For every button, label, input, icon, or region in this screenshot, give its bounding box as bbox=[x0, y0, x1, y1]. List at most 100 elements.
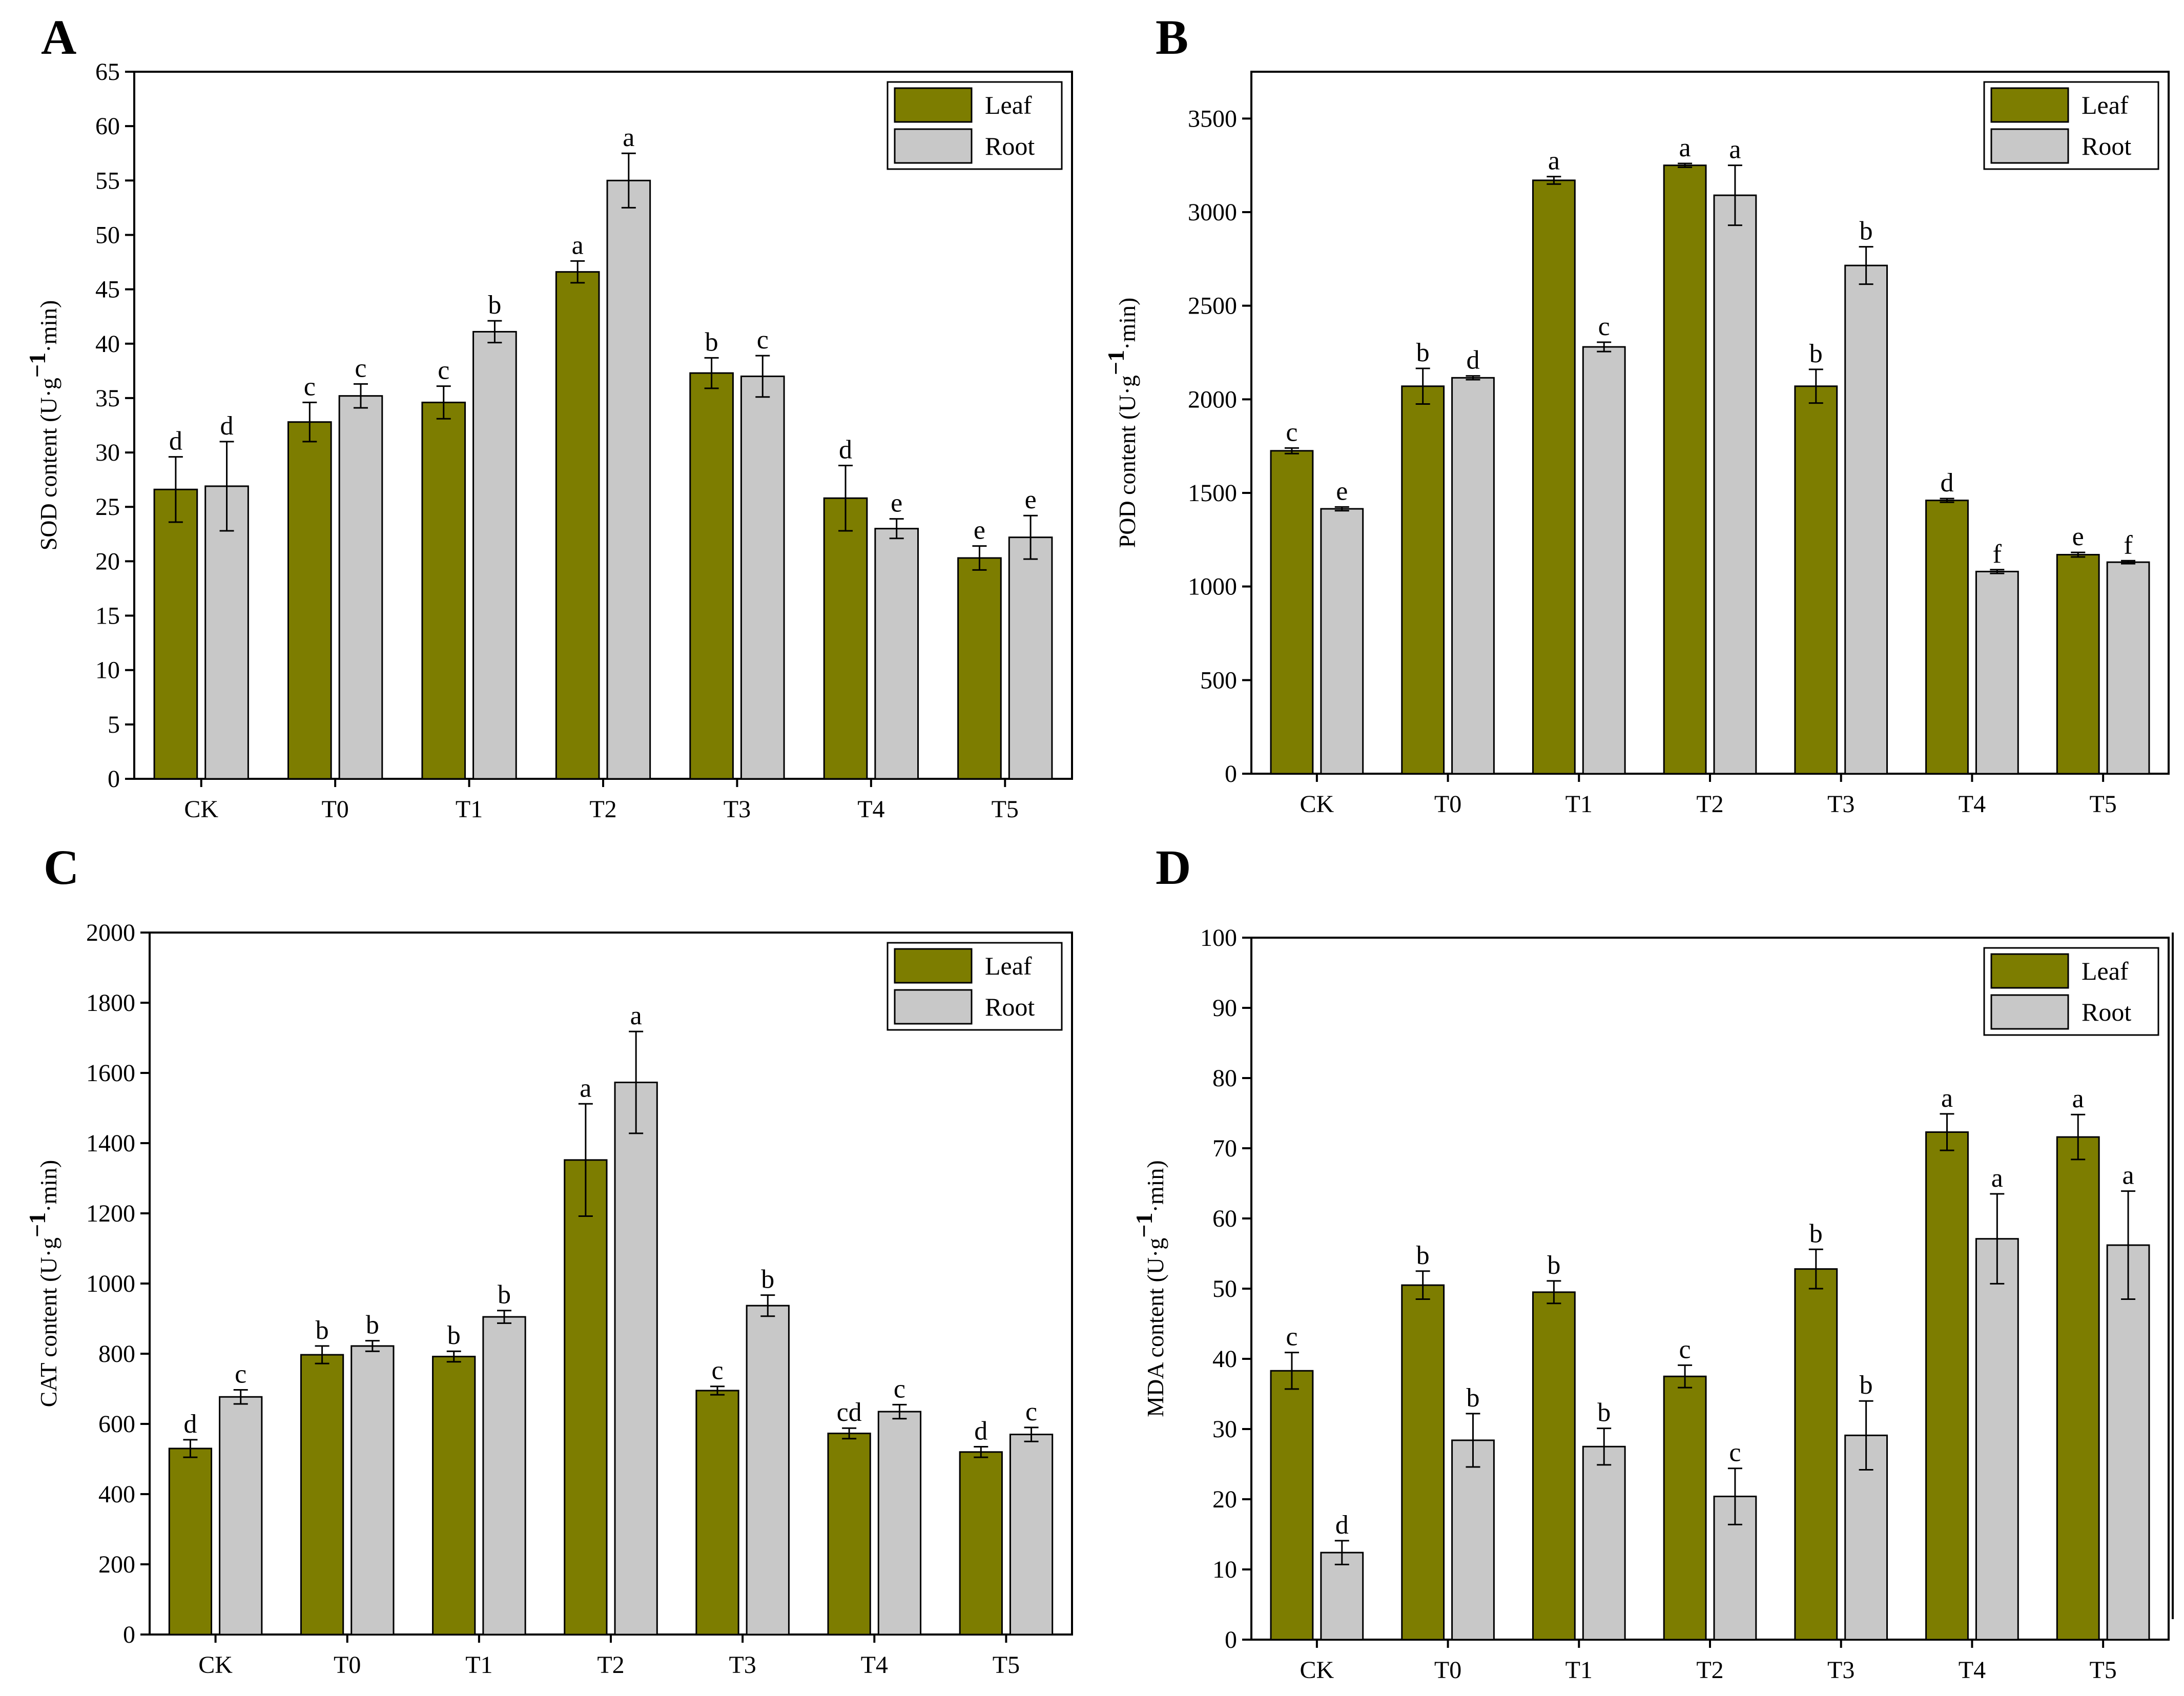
panel-d-y-tick-label: 100 bbox=[1200, 924, 1237, 952]
panel-b-y-tick-label: 3500 bbox=[1188, 105, 1237, 132]
panel-a-sig-letter: b bbox=[488, 291, 501, 320]
panel-c-y-axis-title-main: CAT content (U·g bbox=[35, 1237, 61, 1407]
panel-a-bar-leaf bbox=[153, 488, 198, 780]
panel-d-y-tick-label: 60 bbox=[1212, 1205, 1237, 1232]
panel-b-sig-letter: b bbox=[1416, 338, 1430, 367]
panel-c-sig-letter: cd bbox=[837, 1398, 862, 1427]
panel-d-bar-root bbox=[1451, 1439, 1495, 1641]
panel-a-y-tick-label: 55 bbox=[95, 167, 120, 194]
panel-a-sig-letter: d bbox=[839, 436, 852, 465]
panel-b-y-axis-title-main: POD content (U·g bbox=[1114, 375, 1140, 548]
panel-c-sig-letter: c bbox=[1025, 1397, 1037, 1426]
panel-c-bar-leaf bbox=[300, 1354, 344, 1636]
panel-a-x-tick-label: T4 bbox=[857, 796, 884, 823]
panel-a-bar-leaf bbox=[957, 557, 1002, 780]
panel-d-bar-leaf bbox=[1270, 1370, 1314, 1641]
panel-d-y-axis-title: MDA content (U·g−1·min) bbox=[1131, 1160, 1168, 1417]
panel-c: C 0 200 400 600 800 1000 1200 1400 1600 1800 2000 CA… bbox=[24, 840, 1073, 1679]
panel-a-bar-root bbox=[338, 395, 383, 780]
panel-c-y-tick-label: 1600 bbox=[86, 1060, 135, 1087]
panel-b-sig-letter: b bbox=[1860, 217, 1873, 246]
panel-a-legend-label-root: Root bbox=[985, 132, 1035, 160]
panel-a-sig-letter: c bbox=[438, 356, 449, 385]
panel-a-y-tick-label: 60 bbox=[95, 113, 120, 140]
panel-d-sig-letter: c bbox=[1729, 1438, 1741, 1467]
panel-c-bar-root bbox=[482, 1316, 526, 1636]
panel-b-bar-root bbox=[1451, 377, 1495, 775]
panel-d-sig-letter: b bbox=[1597, 1398, 1611, 1428]
panel-a-bar-leaf bbox=[689, 372, 734, 780]
panel-a-bar-leaf bbox=[823, 497, 868, 780]
panel-d-y-axis-title-main: MDA content (U·g bbox=[1142, 1238, 1168, 1417]
panel-d-bar-leaf bbox=[1663, 1375, 1707, 1641]
panel-c-x-tick-label: T0 bbox=[334, 1651, 361, 1679]
panel-d-bar-leaf bbox=[1532, 1291, 1576, 1641]
panel-a-x-tick-label: T5 bbox=[992, 796, 1019, 823]
panel-a-letter: A bbox=[41, 10, 76, 65]
panel-b-x-tick-label: T4 bbox=[1959, 791, 1986, 818]
panel-d-sig-letter: b bbox=[1809, 1219, 1823, 1248]
panel-b-y-tick-label: 2500 bbox=[1188, 293, 1237, 320]
panel-c-bar-leaf bbox=[432, 1355, 476, 1636]
panel-a-bar-root bbox=[874, 528, 919, 780]
panel-b-bar-root bbox=[1844, 264, 1888, 775]
panel-a-bar-root bbox=[1008, 536, 1053, 780]
panel-a-legend-swatch-root bbox=[894, 128, 973, 164]
panel-a-bar-leaf bbox=[421, 401, 466, 780]
panel-d-sig-letter: b bbox=[1860, 1371, 1873, 1400]
panel-b-bar-root bbox=[1582, 346, 1626, 775]
panel-a-y-axis-title-tail: ·min) bbox=[35, 300, 61, 353]
panel-c-legend-swatch-root bbox=[894, 989, 973, 1025]
panel-b-bar-leaf bbox=[1532, 179, 1576, 775]
panel-c-y-tick-label: 800 bbox=[98, 1340, 135, 1368]
panel-d-y-tick-label: 0 bbox=[1225, 1626, 1237, 1653]
panel-b-bar-leaf bbox=[2056, 554, 2100, 775]
panel-c-bar-root bbox=[746, 1305, 790, 1636]
panel-a-y-tick-label: 5 bbox=[108, 711, 120, 738]
panel-d-bar-root bbox=[1582, 1445, 1626, 1641]
panel-d-y-tick-label: 90 bbox=[1212, 995, 1237, 1022]
panel-d-legend-swatch-leaf bbox=[1990, 953, 2069, 989]
panel-c-bar-root bbox=[1009, 1434, 1054, 1636]
panel-b-legend-swatch-root bbox=[1990, 128, 2069, 164]
panel-b-y-axis-title-tail: ·min) bbox=[1114, 298, 1140, 350]
panel-a-y-tick-label: 40 bbox=[95, 330, 120, 358]
panel-a-y-axis-title-sup: −1 bbox=[24, 353, 50, 378]
panel-a-bar-root bbox=[740, 375, 785, 780]
panel-d-bar-leaf bbox=[1794, 1268, 1838, 1641]
panel-a-x-tick-label: CK bbox=[184, 796, 218, 823]
panel-d-y-tick-label: 70 bbox=[1212, 1135, 1237, 1162]
panel-c-bar-root bbox=[877, 1411, 922, 1636]
panel-a-y-tick-label: 50 bbox=[95, 221, 120, 249]
panel-d-x-tick-label: T3 bbox=[1827, 1657, 1855, 1684]
panel-a-y-tick-label: 45 bbox=[95, 276, 120, 303]
panel-c-sig-letter: d bbox=[183, 1410, 197, 1439]
panel-b-legend-label-leaf: Leaf bbox=[2082, 91, 2129, 119]
panel-c-y-tick-label: 600 bbox=[98, 1411, 135, 1438]
panel-b-sig-letter: c bbox=[1286, 418, 1297, 447]
panel-b-sig-letter: b bbox=[1809, 339, 1823, 368]
panel-c-y-tick-label: 1400 bbox=[86, 1130, 135, 1157]
panel-c-x-tick-label: T5 bbox=[993, 1651, 1020, 1679]
panel-a-y-tick-label: 0 bbox=[108, 766, 120, 793]
panel-d-sig-letter: d bbox=[1335, 1511, 1349, 1540]
panel-b-sig-letter: f bbox=[2124, 530, 2133, 560]
panel-b-y-tick-label: 1500 bbox=[1188, 480, 1237, 507]
panel-d-sig-letter: a bbox=[2072, 1084, 2084, 1113]
panel-d-x-tick-label: CK bbox=[1300, 1657, 1334, 1684]
panel-b-bar-leaf bbox=[1794, 385, 1838, 775]
panel-c-y-tick-label: 1800 bbox=[86, 989, 135, 1017]
panel-b-y-axis-title-sup: −1 bbox=[1103, 350, 1129, 375]
panel-b-sig-letter: e bbox=[2072, 522, 2084, 551]
panel-c-y-tick-label: 0 bbox=[123, 1621, 135, 1648]
panel-d-bar-root bbox=[2106, 1244, 2150, 1641]
panel-a-sig-letter: d bbox=[169, 427, 182, 456]
panel-a-x-tick-label: T2 bbox=[589, 796, 616, 823]
panel-d-letter: D bbox=[1156, 840, 1191, 895]
panel-d-y-tick-label: 80 bbox=[1212, 1065, 1237, 1092]
panel-a-bar-root bbox=[606, 179, 651, 780]
panel-d-sig-letter: b bbox=[1466, 1383, 1479, 1413]
panel-a-y-tick-label: 15 bbox=[95, 603, 120, 630]
panel-b-x-tick-label: T2 bbox=[1696, 791, 1723, 818]
